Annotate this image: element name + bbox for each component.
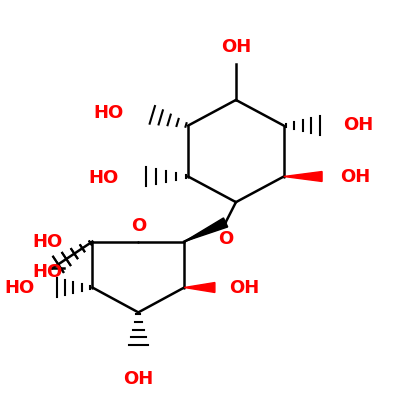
- Text: O: O: [218, 230, 233, 248]
- Text: HO: HO: [32, 232, 62, 250]
- Polygon shape: [184, 218, 228, 242]
- Text: HO: HO: [32, 263, 62, 281]
- Polygon shape: [284, 172, 322, 182]
- Text: OH: OH: [340, 168, 371, 186]
- Text: OH: OH: [123, 370, 154, 388]
- Text: HO: HO: [4, 279, 34, 297]
- Text: OH: OH: [230, 278, 260, 296]
- Text: OH: OH: [221, 38, 251, 56]
- Text: O: O: [131, 217, 146, 235]
- Text: OH: OH: [343, 116, 373, 134]
- Polygon shape: [184, 282, 215, 292]
- Text: HO: HO: [88, 170, 118, 188]
- Text: HO: HO: [94, 104, 124, 122]
